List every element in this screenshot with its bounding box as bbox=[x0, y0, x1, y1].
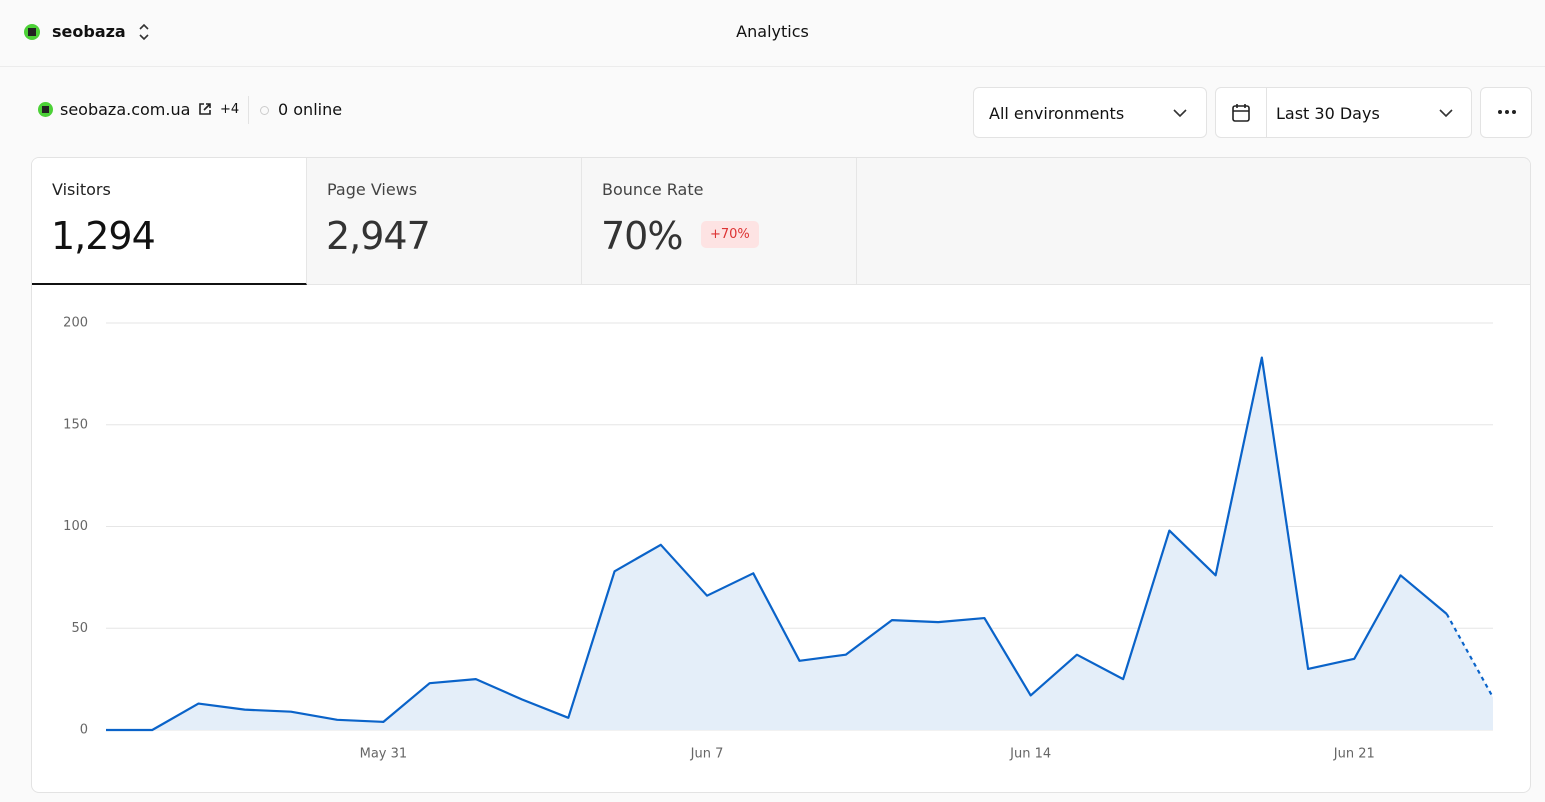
x-tick-label: Jun 21 bbox=[1333, 747, 1375, 762]
line bbox=[106, 356, 1494, 732]
tab-filler bbox=[857, 158, 1530, 285]
workspace-name[interactable]: seobaza bbox=[52, 22, 126, 41]
more-icon bbox=[1498, 110, 1516, 114]
x-tick-label: Jun 7 bbox=[690, 747, 724, 762]
stat-value: 1,294 bbox=[51, 214, 156, 258]
external-link-icon[interactable] bbox=[198, 102, 212, 116]
stat-tab[interactable]: Visitors 1,294 bbox=[32, 158, 307, 285]
stat-value: 70% bbox=[601, 214, 683, 258]
stat-tab[interactable]: Page Views 2,947 bbox=[307, 158, 582, 285]
online-dot bbox=[260, 106, 269, 115]
chevron bbox=[1173, 109, 1187, 118]
stat-label: Visitors bbox=[52, 180, 111, 199]
x-tick-label: Jun 14 bbox=[1009, 747, 1051, 762]
environment-label: All environments bbox=[989, 104, 1125, 123]
y-tick-label: 100 bbox=[63, 519, 88, 534]
y-tick-label: 150 bbox=[63, 417, 88, 432]
area bbox=[106, 357, 1493, 730]
divider bbox=[248, 96, 249, 124]
environment-select[interactable]: All environments bbox=[973, 87, 1207, 138]
y-tick-label: 0 bbox=[80, 723, 88, 738]
divider bbox=[1266, 88, 1267, 137]
page-title: Analytics bbox=[736, 22, 809, 41]
workspace-logo bbox=[24, 24, 40, 40]
chevron bbox=[1439, 109, 1453, 118]
stat-label: Page Views bbox=[327, 180, 418, 199]
site-domain[interactable]: seobaza.com.ua bbox=[60, 100, 191, 119]
y-tick-label: 50 bbox=[71, 621, 88, 636]
workspace-switch-icon[interactable] bbox=[136, 23, 152, 41]
date-range-select[interactable]: Last 30 Days bbox=[1215, 87, 1472, 138]
top-bar: seobaza Analytics bbox=[0, 0, 1545, 67]
stat-value: 2,947 bbox=[326, 214, 431, 258]
x-tick-label: May 31 bbox=[360, 747, 408, 762]
date-range-label: Last 30 Days bbox=[1276, 104, 1380, 123]
site-extra-count[interactable]: +4 bbox=[220, 102, 240, 117]
stat-tab[interactable]: Bounce Rate 70% +70% bbox=[582, 158, 857, 285]
site-logo bbox=[38, 102, 53, 117]
y-tick-label: 200 bbox=[63, 316, 88, 331]
more-button[interactable] bbox=[1480, 87, 1532, 138]
change-badge: +70% bbox=[701, 221, 759, 248]
online-count: 0 online bbox=[278, 100, 343, 119]
calendar-icon bbox=[1232, 104, 1250, 122]
stat-label: Bounce Rate bbox=[602, 180, 704, 199]
